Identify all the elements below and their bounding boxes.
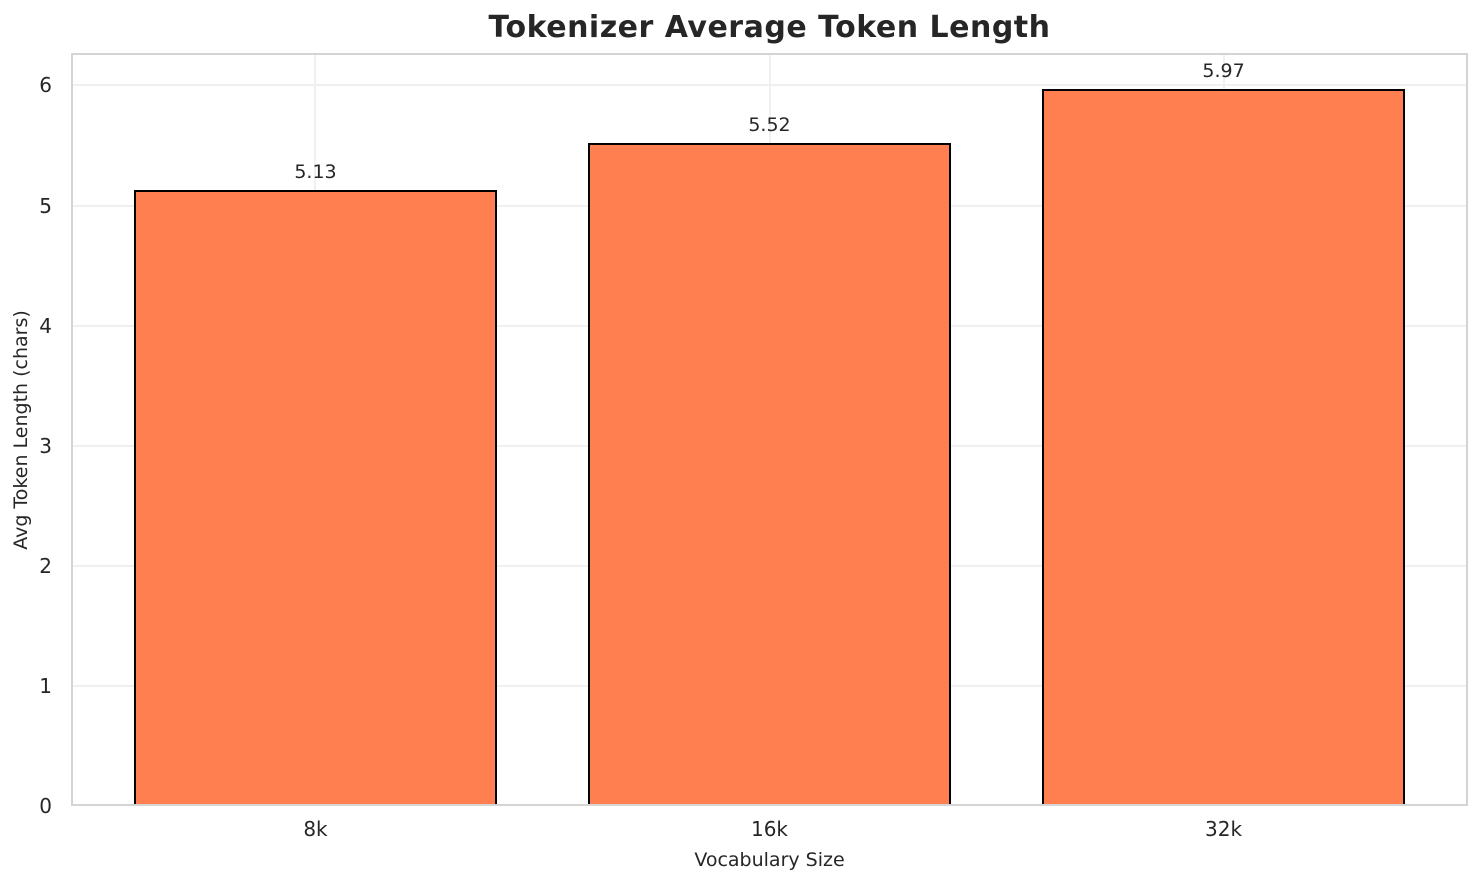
y-tick-label: 5 (39, 193, 52, 218)
bar-value-label: 5.97 (1202, 60, 1245, 83)
x-tick-label: 16k (750, 817, 789, 841)
x-tick-label: 32k (1205, 817, 1243, 841)
chart-title: Tokenizer Average Token Length (488, 10, 1051, 45)
y-tick-label: 1 (39, 673, 52, 698)
y-tick-label: 0 (39, 794, 52, 818)
bar-value-label: 5.52 (748, 114, 791, 137)
y-tick-label: 2 (39, 553, 52, 578)
plot-area: 5.13 5.52 5.97 (71, 53, 1468, 806)
y-tick-label: 6 (39, 73, 52, 98)
y-axis-label: Avg Token Length (chars) (10, 310, 32, 550)
bar-8k (133, 189, 497, 806)
y-tick-label: 4 (39, 313, 52, 338)
bar-32k (1042, 89, 1406, 806)
y-tick-label: 3 (39, 433, 52, 458)
bar-value-label: 5.13 (294, 160, 337, 183)
x-axis-label: Vocabulary Size (694, 849, 845, 871)
bar-16k (588, 143, 951, 806)
x-tick-label: 8k (303, 817, 328, 841)
